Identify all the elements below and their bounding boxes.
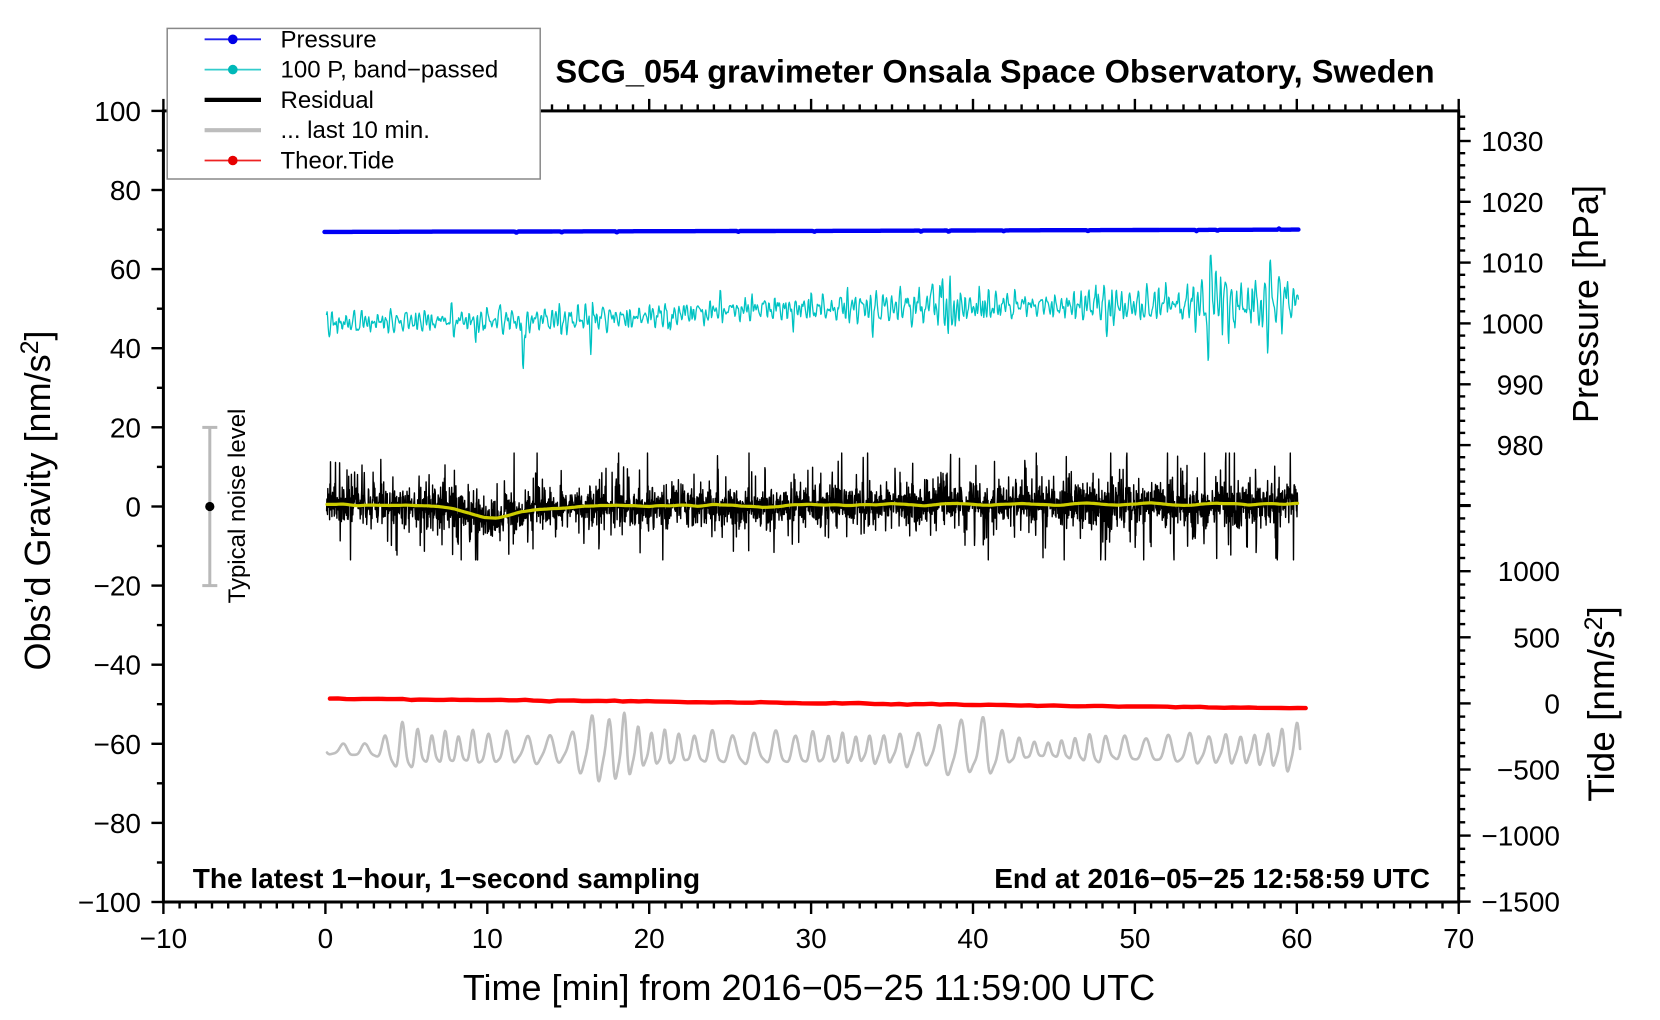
svg-text:−20: −20 [94,571,142,602]
svg-text:−40: −40 [94,650,142,681]
svg-text:−60: −60 [94,729,142,760]
svg-text:1010: 1010 [1481,248,1543,279]
svg-text:0: 0 [125,492,141,523]
svg-text:30: 30 [796,923,827,954]
svg-text:−1500: −1500 [1481,887,1560,918]
svg-text:Pressure: Pressure [281,26,377,53]
svg-text:−80: −80 [94,808,142,839]
svg-text:Obs’d Gravity [nm/s2]: Obs’d Gravity [nm/s2] [16,331,58,671]
svg-text:End at 2016−05−25 12:58:59 UTC: End at 2016−05−25 12:58:59 UTC [994,863,1430,894]
svg-text:Time [min] from 2016−05−25 11:: Time [min] from 2016−05−25 11:59:00 UTC [463,967,1155,1008]
svg-text:70: 70 [1443,923,1474,954]
svg-text:1020: 1020 [1481,187,1543,218]
svg-text:Theor.Tide: Theor.Tide [281,148,395,175]
svg-text:Tide [nm/s2]: Tide [nm/s2] [1580,606,1622,802]
svg-text:40: 40 [110,333,141,364]
svg-text:20: 20 [634,923,665,954]
svg-text:80: 80 [110,175,141,206]
svg-text:980: 980 [1497,430,1544,461]
svg-text:−100: −100 [78,887,141,918]
svg-text:Pressure [hPa]: Pressure [hPa] [1565,185,1606,423]
svg-text:40: 40 [957,923,988,954]
svg-text:100: 100 [94,96,141,127]
svg-text:1000: 1000 [1481,308,1543,339]
svg-text:−10: −10 [140,923,188,954]
svg-text:The latest 1−hour, 1−second sa: The latest 1−hour, 1−second sampling [193,863,700,894]
svg-text:50: 50 [1119,923,1150,954]
svg-text:20: 20 [110,412,141,443]
svg-text:1000: 1000 [1498,556,1560,587]
svg-text:0: 0 [1544,688,1560,719]
svg-text:1030: 1030 [1481,126,1543,157]
svg-text:0: 0 [318,923,334,954]
svg-text:500: 500 [1513,622,1560,653]
svg-text:Typical noise level: Typical noise level [224,409,251,604]
svg-text:−1000: −1000 [1481,821,1560,852]
svg-text:Residual: Residual [281,87,374,114]
svg-text:100 P, band−passed: 100 P, band−passed [281,57,499,84]
svg-text:10: 10 [472,923,503,954]
svg-text:−500: −500 [1497,755,1560,786]
svg-text:SCG_054 gravimeter Onsala Spac: SCG_054 gravimeter Onsala Space Observat… [555,54,1434,90]
svg-text:990: 990 [1497,369,1544,400]
svg-text:... last 10 min.: ... last 10 min. [281,117,430,144]
svg-text:60: 60 [1281,923,1312,954]
svg-text:60: 60 [110,254,141,285]
